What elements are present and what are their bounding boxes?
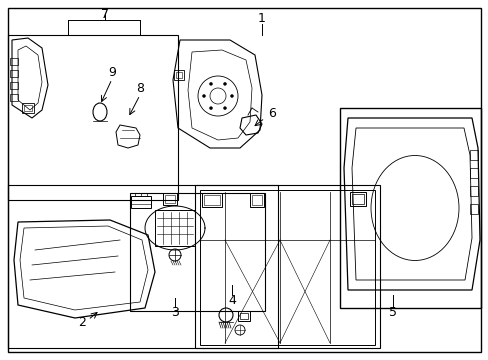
Bar (155, 210, 195, 246)
Bar (469, 204, 477, 214)
Bar (195, 185, 379, 348)
Circle shape (230, 95, 233, 98)
Text: 7: 7 (101, 8, 109, 21)
Bar (251, 195, 262, 205)
Bar (8, 185, 278, 348)
Bar (131, 200, 151, 204)
Bar (469, 150, 477, 160)
Text: 4: 4 (227, 293, 235, 306)
Bar (10, 58, 18, 65)
Circle shape (209, 82, 212, 85)
Bar (22, 103, 34, 113)
Bar (203, 195, 220, 205)
Bar (10, 94, 18, 101)
Bar (349, 192, 365, 206)
Text: 3: 3 (171, 306, 179, 320)
Bar (174, 70, 183, 80)
Bar (130, 193, 264, 311)
Bar (202, 193, 222, 207)
Text: 8: 8 (136, 81, 143, 95)
Circle shape (223, 107, 226, 110)
Text: 2: 2 (78, 315, 86, 328)
Text: 5: 5 (388, 306, 396, 320)
Bar (238, 311, 249, 321)
Bar (164, 195, 175, 203)
Bar (10, 82, 18, 89)
Bar (469, 168, 477, 178)
Text: 9: 9 (108, 66, 116, 78)
Circle shape (202, 95, 205, 98)
Bar (163, 193, 177, 205)
Bar (10, 70, 18, 77)
Bar (249, 193, 264, 207)
Text: 6: 6 (267, 107, 275, 120)
Bar (339, 108, 480, 308)
Bar (176, 72, 182, 78)
Bar (351, 194, 363, 204)
Text: 1: 1 (258, 12, 265, 24)
Bar (240, 313, 247, 319)
Circle shape (223, 82, 226, 85)
Circle shape (209, 107, 212, 110)
Bar (469, 186, 477, 196)
Bar (8, 35, 178, 200)
Bar (24, 105, 32, 111)
Bar (131, 196, 151, 208)
